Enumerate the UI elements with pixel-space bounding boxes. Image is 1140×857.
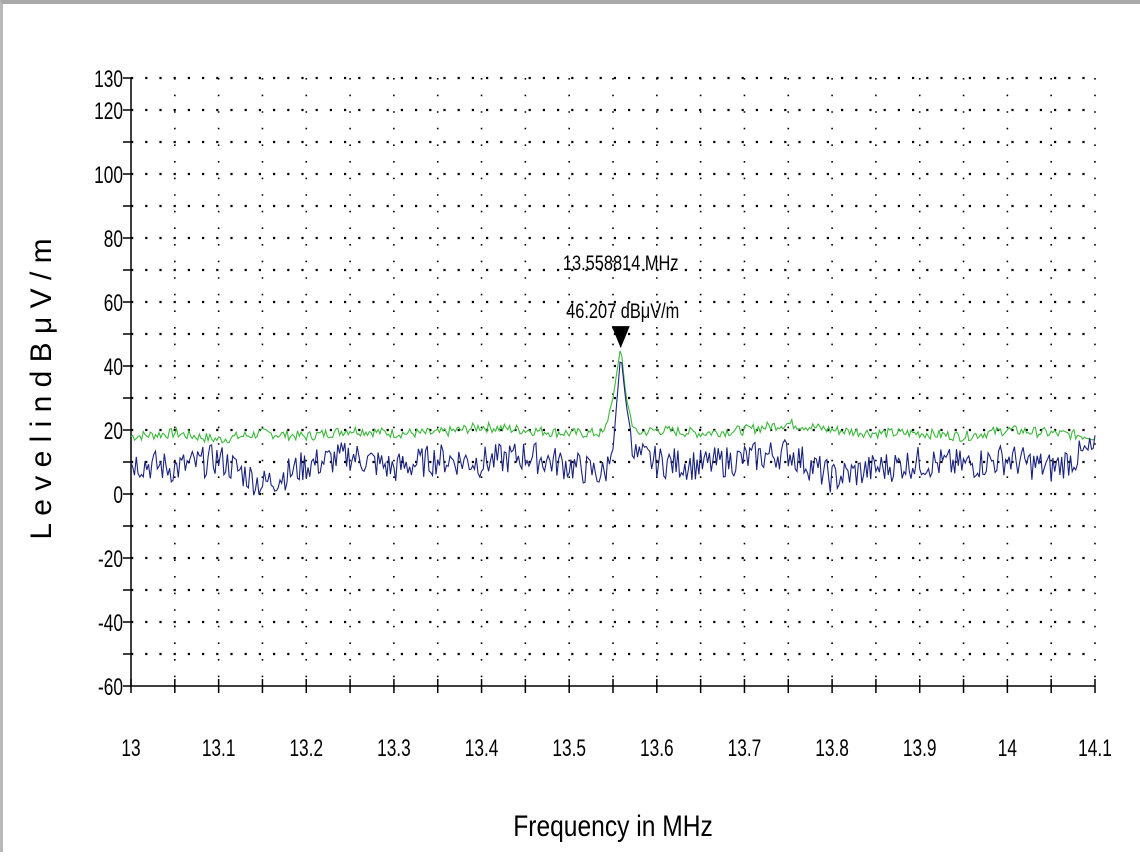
x-tick-label: 13.2 (289, 735, 323, 761)
y-tick-label: 120 (94, 98, 123, 124)
x-tick-label: 13 (121, 735, 140, 761)
x-tick-label: 13.7 (728, 735, 762, 761)
series-lines (130, 350, 1096, 496)
y-tick-label: 80 (104, 226, 123, 252)
y-tick-label: 100 (94, 162, 123, 188)
y-tick-label: 60 (104, 290, 123, 316)
x-axis-title: Frequency in MHz (513, 809, 713, 843)
peak-marker[interactable]: 13.558814 MHz 46.207 dBμV/m (563, 251, 679, 349)
tick-labels: 13 13.1 13.2 13.3 13.4 13.5 13.6 13.7 13.8 13.9 14… (94, 66, 1112, 761)
y-tick-label: 0 (113, 482, 123, 508)
y-tick-label: 130 (94, 66, 123, 92)
x-tick-label: 13.9 (903, 735, 937, 761)
x-tick-label: 13.4 (465, 735, 499, 761)
grid-lines (131, 76, 1096, 686)
peak-marker-arrow (611, 326, 630, 349)
marker-level-label: 46.207 dBμV/m (566, 299, 679, 322)
marker-frequency-label: 13.558814 MHz (563, 251, 679, 274)
y-tick-label: 20 (104, 418, 123, 444)
y-tick-label: -40 (98, 610, 123, 636)
series-line-1 (130, 361, 1096, 496)
x-tick-label: 14 (998, 735, 1018, 761)
tick-marks (123, 77, 1096, 693)
y-tick-label: 40 (104, 354, 123, 380)
x-tick-label: 13.6 (640, 735, 674, 761)
x-tick-label: 13.8 (815, 735, 849, 761)
x-tick-label: 14.1 (1078, 735, 1112, 761)
y-tick-label: -60 (98, 674, 123, 700)
x-tick-label: 13.3 (377, 735, 411, 761)
series-line-0 (130, 350, 1096, 444)
axes (130, 78, 1095, 687)
x-tick-label: 13.5 (552, 735, 586, 761)
spectrum-chart: 13.558814 MHz 46.207 dBμV/m 13 13.1 13.2 13.… (25, 66, 1112, 843)
x-tick-label: 13.1 (202, 735, 236, 761)
y-axis-title: L e v e l i n d B μ V / m (25, 238, 58, 539)
y-tick-label: -20 (98, 546, 123, 572)
